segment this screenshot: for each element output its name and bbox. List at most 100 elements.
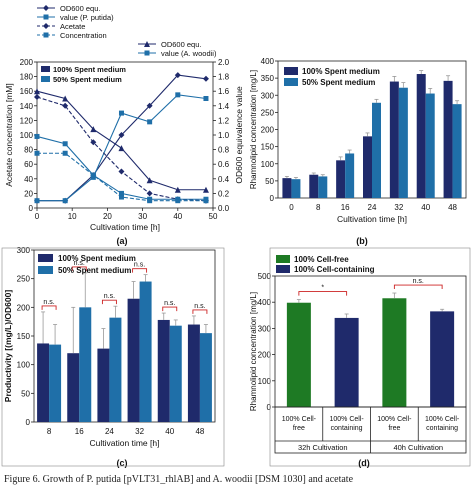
panel-d-sig-bracket-label: n.s. — [413, 278, 424, 285]
panel-c-border — [1, 247, 225, 467]
panel-c-sig-bracket-label: n.s. — [43, 299, 54, 306]
panel-b-bar-100 — [443, 80, 453, 198]
panel-b-bar-50 — [318, 176, 328, 198]
panel-a-legend-swatch-100 — [41, 66, 50, 72]
panel-b-bar-50 — [372, 102, 381, 198]
panel-d-legend-label-0: 100% Cell-free — [294, 255, 349, 264]
panel-c-sig-bracket-label: n.s. — [194, 303, 205, 310]
panel-a-y-tick-label-left: 60 — [24, 160, 33, 169]
panel-a-legend-marker-5 — [144, 50, 150, 56]
panel-a-legend-label-3: Concentration — [60, 31, 107, 40]
panel-a-x-tick-label: 50 — [209, 212, 218, 221]
panel-d-label: (d) — [358, 458, 370, 468]
panel-c-y-tick-label: 200 — [17, 303, 31, 312]
panel-a-y-tick-label-left: 120 — [20, 116, 34, 125]
panel-a-y-tick-label-right: 1.4 — [218, 102, 230, 111]
panel-d-category-label: containing — [331, 425, 363, 432]
panel-a-data-point-3 — [34, 150, 40, 156]
panel-c-bar-100 — [67, 353, 80, 422]
panel-a-y-tick-label-left: 140 — [20, 102, 34, 111]
panel-b-bar-50 — [425, 93, 435, 198]
panel-c-legend-label-0: 100% Spent medium — [58, 254, 136, 263]
panel-c-sig-bracket — [41, 305, 57, 310]
panel-a-y-tick-label-left: 160 — [20, 87, 34, 96]
panel-a-data-point-4 — [174, 186, 181, 193]
panel-a-y-tick-label-right: 1.2 — [218, 116, 230, 125]
panel-a-y-tick-label-left: 0 — [29, 204, 34, 213]
panel-a-data-point-0 — [202, 75, 209, 82]
panel-a-legend-entry-100: 100% Spent medium — [53, 65, 126, 74]
panel-a-x-tick-label: 10 — [68, 212, 77, 221]
panel-b-bar-50 — [345, 153, 355, 198]
panel-a-y-tick-label-left: 180 — [20, 73, 34, 82]
panel-a-legend-swatch-50 — [41, 76, 50, 82]
panel-b-bar-100 — [416, 74, 426, 198]
panel-a-data-point-5 — [118, 190, 124, 196]
panel-c-bar-100 — [187, 324, 200, 422]
panel-c-y-axis-label: Productivity [(mg/L)/OD600] — [3, 290, 13, 403]
panel-d-bar-cell-free — [382, 298, 407, 407]
panel-a-data-point-5 — [147, 196, 153, 202]
panel-b-x-tick-label: 24 — [368, 203, 377, 212]
panel-a-y-tick-label-right: 0.6 — [218, 160, 230, 169]
panel-b-legend-label-0: 100% Spent medium — [302, 67, 380, 76]
panel-c-plot-frame — [33, 249, 216, 423]
panel-c-sig-bracket — [101, 299, 117, 305]
panel-d-y-axis-label: Rhamnolipid concentration [mg/L] — [249, 292, 258, 411]
panel-a-data-point-1 — [175, 92, 181, 98]
panel-a-legend-entry-50: 50% Spent medium — [53, 75, 122, 84]
panel-d-border — [269, 247, 471, 467]
panel-c-x-tick-label: 48 — [195, 427, 204, 436]
panel-c-x-tick-label: 40 — [165, 427, 174, 436]
panel-a-data-point-0 — [174, 72, 181, 79]
panel-b-y-tick-label: 0 — [270, 194, 275, 203]
panel-c-y-tick-label: 0 — [26, 418, 31, 427]
panel-b-y-tick-label: 350 — [261, 74, 275, 83]
panel-c-x-tick-label: 8 — [47, 427, 52, 436]
panel-d-sig-bracket-label: * — [321, 285, 324, 292]
panel-b-bar-100 — [389, 81, 399, 198]
panel-d-legend-swatch-0 — [276, 255, 290, 263]
panel-c-y-tick-label: 150 — [17, 332, 31, 341]
panel-c-x-tick-label: 24 — [105, 427, 114, 436]
panel-c-bar-50 — [49, 344, 62, 422]
panel-c-bar-100 — [157, 319, 170, 422]
panel-b-y-axis-label: Rhamnolipid concentration [mg/L] — [249, 70, 258, 189]
figure: 0 10 20 30 40 500204060801001201401601802000.… — [1, 4, 471, 468]
panel-a-x-tick-label: 30 — [138, 212, 147, 221]
panel-d-sig-bracket — [393, 284, 443, 290]
panel-a-x-tick-label: 20 — [103, 212, 112, 221]
panel-b-y-tick-label: 200 — [261, 126, 275, 135]
panel-c-sig-bracket-label: n.s. — [74, 260, 85, 267]
panel-d-category-label: free — [388, 425, 400, 432]
panel-b-bar-50 — [452, 104, 462, 198]
panel-c-sig-bracket-label: n.s. — [104, 293, 115, 300]
panel-a-y-tick-label-left: 200 — [20, 58, 34, 67]
panel-c-x-tick-label: 16 — [75, 427, 84, 436]
panel-d-legend-label-1: 100% Cell-containing — [294, 265, 375, 274]
panel-c-sig-bracket-label: n.s. — [164, 300, 175, 307]
panel-a-data-point-4 — [62, 95, 69, 102]
panel-d-legend-swatch-1 — [276, 265, 290, 273]
panel-c-legend-swatch-0 — [38, 254, 53, 262]
panel-b-x-tick-label: 16 — [341, 203, 350, 212]
panel-a-data-point-5 — [203, 196, 209, 202]
panel-a-data-point-2 — [62, 102, 69, 109]
panel-c-sig-bracket — [192, 309, 208, 314]
panel-a-legend-label-1: value (P. putida) — [60, 13, 114, 22]
panel-a-legend-marker-4 — [144, 41, 150, 47]
panel-b-bar-50 — [398, 87, 408, 198]
panel-b-x-tick-label: 48 — [448, 203, 457, 212]
panel-a-y-axis-label-right: OD600 equivalence value — [234, 86, 244, 184]
panel-a-legend-label-5: value (A. woodii) — [161, 49, 217, 58]
panel-a-data-point-2 — [146, 190, 153, 197]
panel-b-bar-100 — [363, 136, 372, 198]
panel-d-y-tick-label: 100 — [258, 377, 272, 386]
panel-b-bar-50 — [291, 179, 301, 198]
panel-a-y-tick-label-right: 0.2 — [218, 189, 230, 198]
panel-c-y-tick-label: 100 — [17, 361, 31, 370]
panel-a-y-axis-label-left: Acetate concentration [mM] — [4, 83, 14, 186]
panel-d-bar-cell-free — [286, 302, 311, 407]
panel-a-data-point-5 — [90, 172, 96, 178]
panel-c-legend-swatch-1 — [38, 266, 53, 274]
